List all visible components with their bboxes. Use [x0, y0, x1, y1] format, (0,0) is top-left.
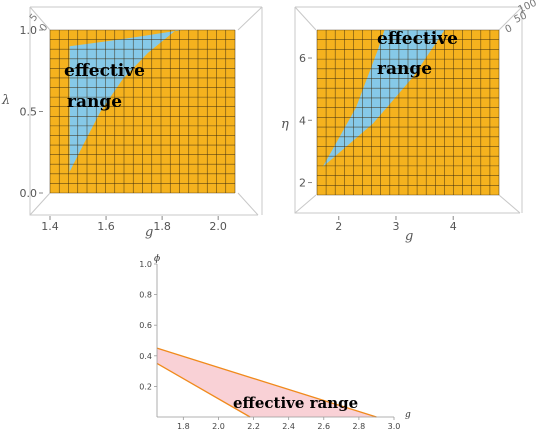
- c1-x-tick-label: 1.6: [97, 220, 115, 233]
- c1-x-tick-label: 2.0: [209, 220, 227, 233]
- c1-x-tick-label: 1.4: [41, 220, 59, 233]
- c2-x-tick-label: 2: [335, 220, 342, 233]
- chart3-upper-boundary-line: [156, 347, 377, 418]
- chart2-x-ticks: 2 3 4: [335, 216, 457, 233]
- chart2-y-axis-label: η: [281, 117, 289, 132]
- c2-x-tick-label: 4: [450, 220, 457, 233]
- c2-y-tick-label: 2: [299, 177, 306, 190]
- chart2-grid: [316, 29, 500, 196]
- chart3-y-axis-label: ϕ: [154, 254, 160, 264]
- chart1-corner-label-2: 0: [38, 22, 51, 34]
- chart1-y-axis-label: λ: [1, 93, 10, 108]
- chart2-corner-label-2: 50: [513, 10, 529, 25]
- chart1-annotation-line-1: effective: [64, 61, 145, 81]
- chart2-annotation-line-2: range: [377, 59, 432, 79]
- c3-x-tick-label: 2.6: [317, 422, 330, 431]
- chart3-lower-boundary-line: [156, 362, 251, 418]
- chart2-bounding-box: [294, 6, 523, 214]
- c3-x-tick-label: 1.8: [177, 422, 190, 431]
- c2-y-tick-label: 4: [299, 114, 306, 127]
- chart1-x-ticks: 1.4 1.6 1.8 2.0: [41, 216, 227, 233]
- c3-x-tick-label: 2.0: [212, 422, 225, 431]
- chart3-x-ticks: 1.8 2.0 2.2 2.4 2.6 2.8 3.0: [177, 417, 400, 431]
- chart3-x-axis-label: g: [405, 410, 411, 420]
- chart3-y-ticks: 0.2 0.4 0.6 0.8 1.0: [139, 260, 157, 391]
- c3-y-tick-label: 0.8: [139, 291, 152, 300]
- chart1-annotation-line-2: range: [67, 92, 122, 112]
- c3-y-tick-label: 0.2: [139, 382, 152, 391]
- c3-y-tick-label: 1.0: [139, 260, 152, 269]
- chart3-annotation: effective range: [233, 394, 358, 412]
- chart2-y-ticks: 2 4 6: [299, 52, 312, 190]
- chart2-annotation-line-1: effective: [377, 29, 458, 49]
- c3-x-tick-label: 2.8: [353, 422, 366, 431]
- c1-y-tick-label: 0.0: [20, 187, 38, 200]
- chart1-bounding-box: [29, 6, 263, 216]
- c3-x-tick-label: 2.4: [282, 422, 295, 431]
- c1-x-tick-label: 1.8: [153, 220, 171, 233]
- chart2-corner-label-3: 0: [504, 23, 514, 36]
- c3-y-tick-label: 0.6: [139, 321, 152, 330]
- chart1-grid: [49, 29, 236, 194]
- chart1-y-ticks: 0.0 0.5 1.0: [20, 24, 43, 200]
- chart1-corner-label-1: 5: [28, 12, 41, 24]
- c3-y-tick-label: 0.4: [139, 352, 152, 361]
- chart2-x-axis-label: g: [405, 229, 413, 244]
- c1-y-tick-label: 1.0: [20, 24, 38, 37]
- c2-y-tick-label: 6: [299, 52, 306, 65]
- c3-x-tick-label: 3.0: [388, 422, 401, 431]
- c3-x-tick-label: 2.2: [247, 422, 260, 431]
- c1-y-tick-label: 0.5: [20, 106, 38, 119]
- chart1-effective-region: [69, 30, 182, 172]
- chart1-x-axis-label: g: [145, 225, 153, 240]
- c2-x-tick-label: 3: [392, 220, 399, 233]
